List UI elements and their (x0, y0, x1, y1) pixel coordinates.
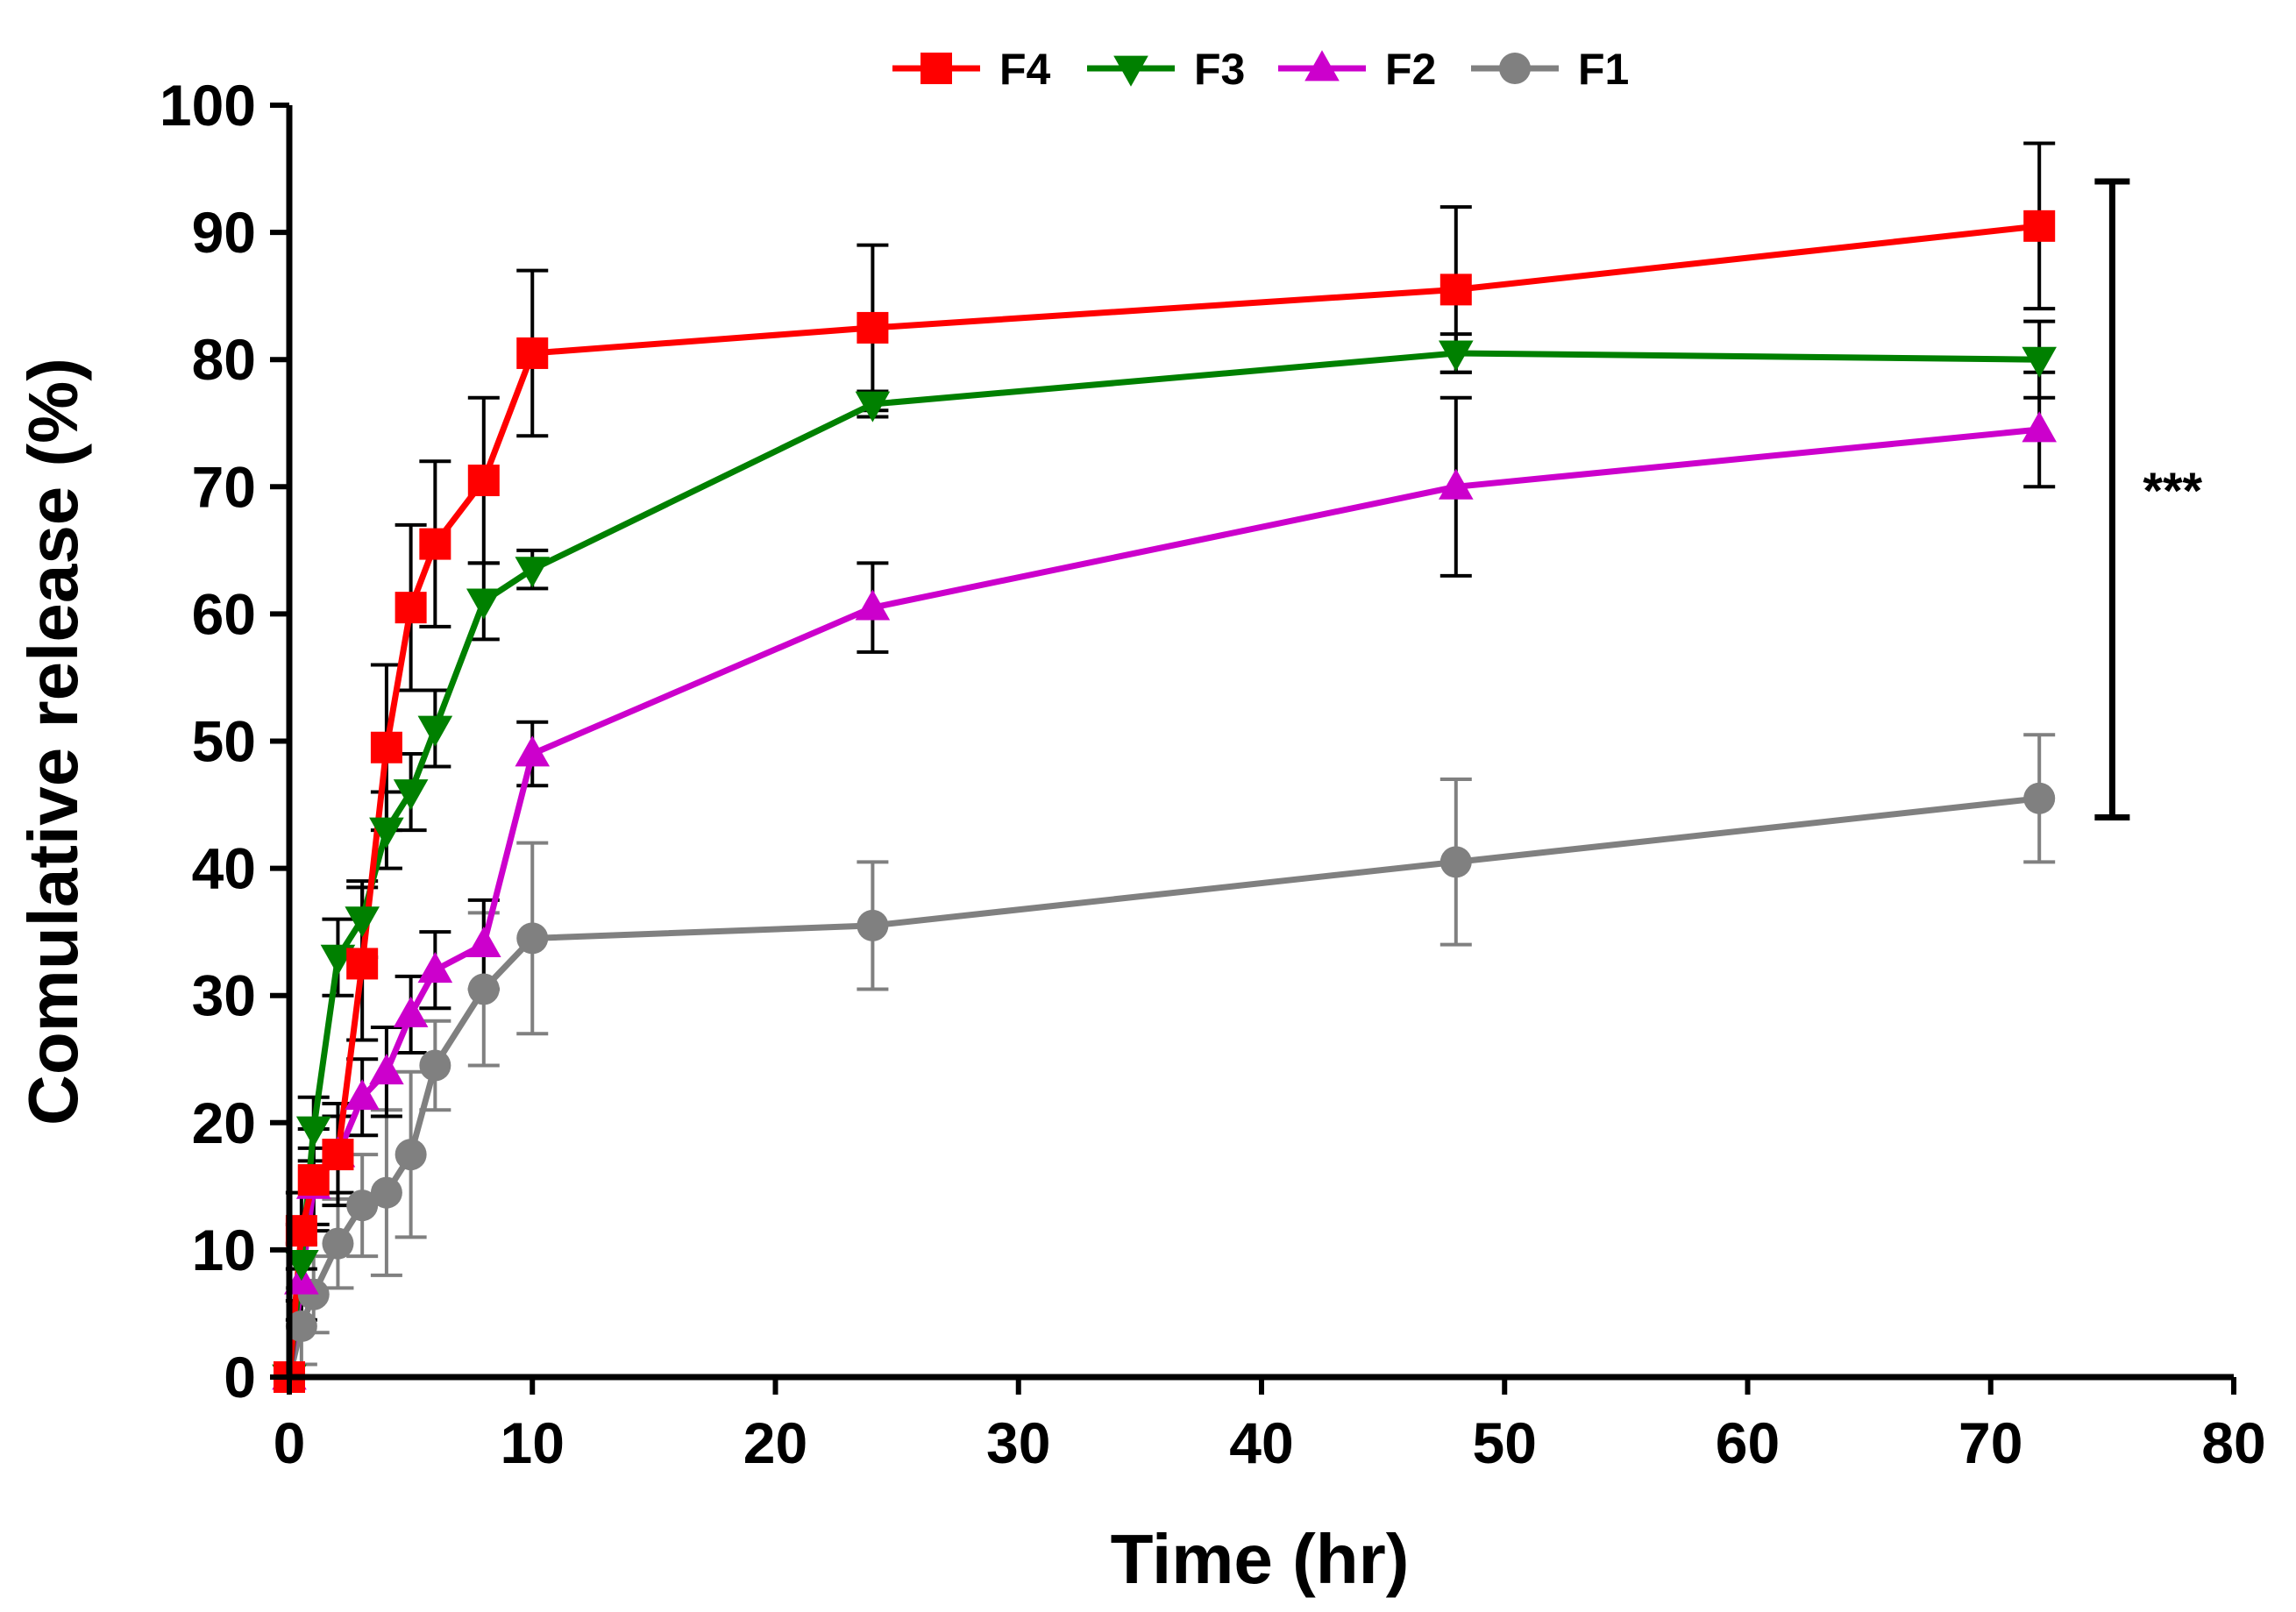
x-tick-label: 70 (1958, 1410, 2022, 1475)
f2-point (2022, 411, 2057, 443)
x-axis-title: Time (hr) (1111, 1520, 1410, 1598)
legend-label: F3 (1194, 45, 1245, 94)
f2-point (855, 589, 891, 621)
y-tick-label: 100 (160, 73, 256, 138)
x-tick-label: 30 (986, 1410, 1050, 1475)
legend-swatch-marker (1499, 53, 1531, 84)
legend-item-f4: F4 (892, 45, 1051, 94)
f3-point (2022, 346, 2057, 378)
f1-point (1439, 846, 1472, 878)
f2-line (286, 426, 2040, 1378)
y-tick-label: 10 (192, 1218, 256, 1282)
f3-point (369, 817, 404, 849)
f2-point (393, 996, 429, 1027)
legend-swatch-marker (1113, 55, 1148, 87)
f3-point (855, 391, 891, 423)
f4-point (467, 465, 500, 497)
y-tick-label: 50 (192, 709, 256, 774)
x-tick-label: 10 (501, 1410, 565, 1475)
f2-point (369, 1054, 404, 1085)
x-tick-label: 0 (274, 1410, 306, 1475)
legend: F4 F3 F2 F1 (892, 45, 1629, 94)
f1-point (467, 973, 500, 1005)
legend-swatch-marker (921, 53, 952, 84)
legend-label: F2 (1385, 45, 1436, 94)
x-tick-label: 40 (1229, 1410, 1293, 1475)
f1-point (857, 909, 889, 941)
f1-line (286, 795, 2040, 1378)
series-markers (272, 209, 2057, 1395)
legend-item-f3: F3 (1087, 45, 1245, 94)
f3-point (515, 557, 551, 588)
f4-line (286, 223, 2040, 1378)
f4-point (857, 311, 889, 344)
legend-item-f2: F2 (1278, 45, 1436, 94)
y-tick-label: 90 (192, 200, 256, 265)
x-tick-label: 80 (2201, 1410, 2265, 1475)
x-tick-label: 60 (1716, 1410, 1780, 1475)
f4-point (1439, 273, 1472, 306)
f2-point (345, 1079, 380, 1111)
f1-point (370, 1176, 402, 1209)
significance-label: *** (2143, 463, 2202, 520)
f2-point (515, 735, 551, 767)
y-axis-title: Comulative release (%) (14, 358, 92, 1126)
f3-point (1439, 340, 1474, 372)
f1-point (2023, 782, 2056, 814)
f1-point (516, 922, 549, 955)
x-tick-label: 50 (1473, 1410, 1537, 1475)
y-tick-label: 40 (192, 836, 256, 901)
significance-bracket (2094, 178, 2130, 821)
f3-line (286, 350, 2040, 1378)
f4-point (2023, 209, 2056, 242)
f3-point (345, 906, 380, 938)
error-bars (285, 141, 2056, 1367)
y-tick-label: 70 (192, 454, 256, 519)
f3-point (393, 779, 429, 811)
f4-point (419, 528, 451, 560)
y-tick-label: 20 (192, 1090, 256, 1155)
f1-point (419, 1049, 451, 1082)
f4-point (346, 948, 379, 980)
f3-point (417, 715, 453, 747)
f3-point (284, 1250, 319, 1282)
f4-point (370, 731, 402, 763)
f3-point (295, 1116, 331, 1147)
legend-label: F4 (999, 45, 1051, 94)
legend-label: F1 (1578, 45, 1629, 94)
y-tick-label: 80 (192, 327, 256, 392)
y-tick-label: 30 (192, 963, 256, 1028)
axes (286, 105, 2234, 1381)
x-tick-label: 20 (743, 1410, 807, 1475)
y-tick-label: 60 (192, 581, 256, 646)
axis-ticks: 0 10 20 30 40 50 60 70 80 0 10 20 30 40 50 60 70 80 90 100 (160, 73, 2266, 1475)
f1-point (322, 1227, 354, 1260)
series-lines (286, 223, 2040, 1378)
f1-point (395, 1139, 427, 1171)
significance-annotation: *** (2094, 178, 2203, 821)
f2-point (1439, 468, 1474, 500)
f2-point (466, 926, 501, 958)
f4-point (395, 592, 427, 624)
f3-point (466, 588, 501, 620)
f4-point (322, 1139, 354, 1171)
legend-item-f1: F1 (1471, 45, 1629, 94)
y-tick-label: 0 (224, 1345, 256, 1410)
f1-point (346, 1189, 379, 1222)
f4-point (516, 337, 549, 369)
legend-swatch-marker (1304, 50, 1340, 82)
f1-point (285, 1310, 317, 1342)
f2-point (417, 951, 453, 984)
